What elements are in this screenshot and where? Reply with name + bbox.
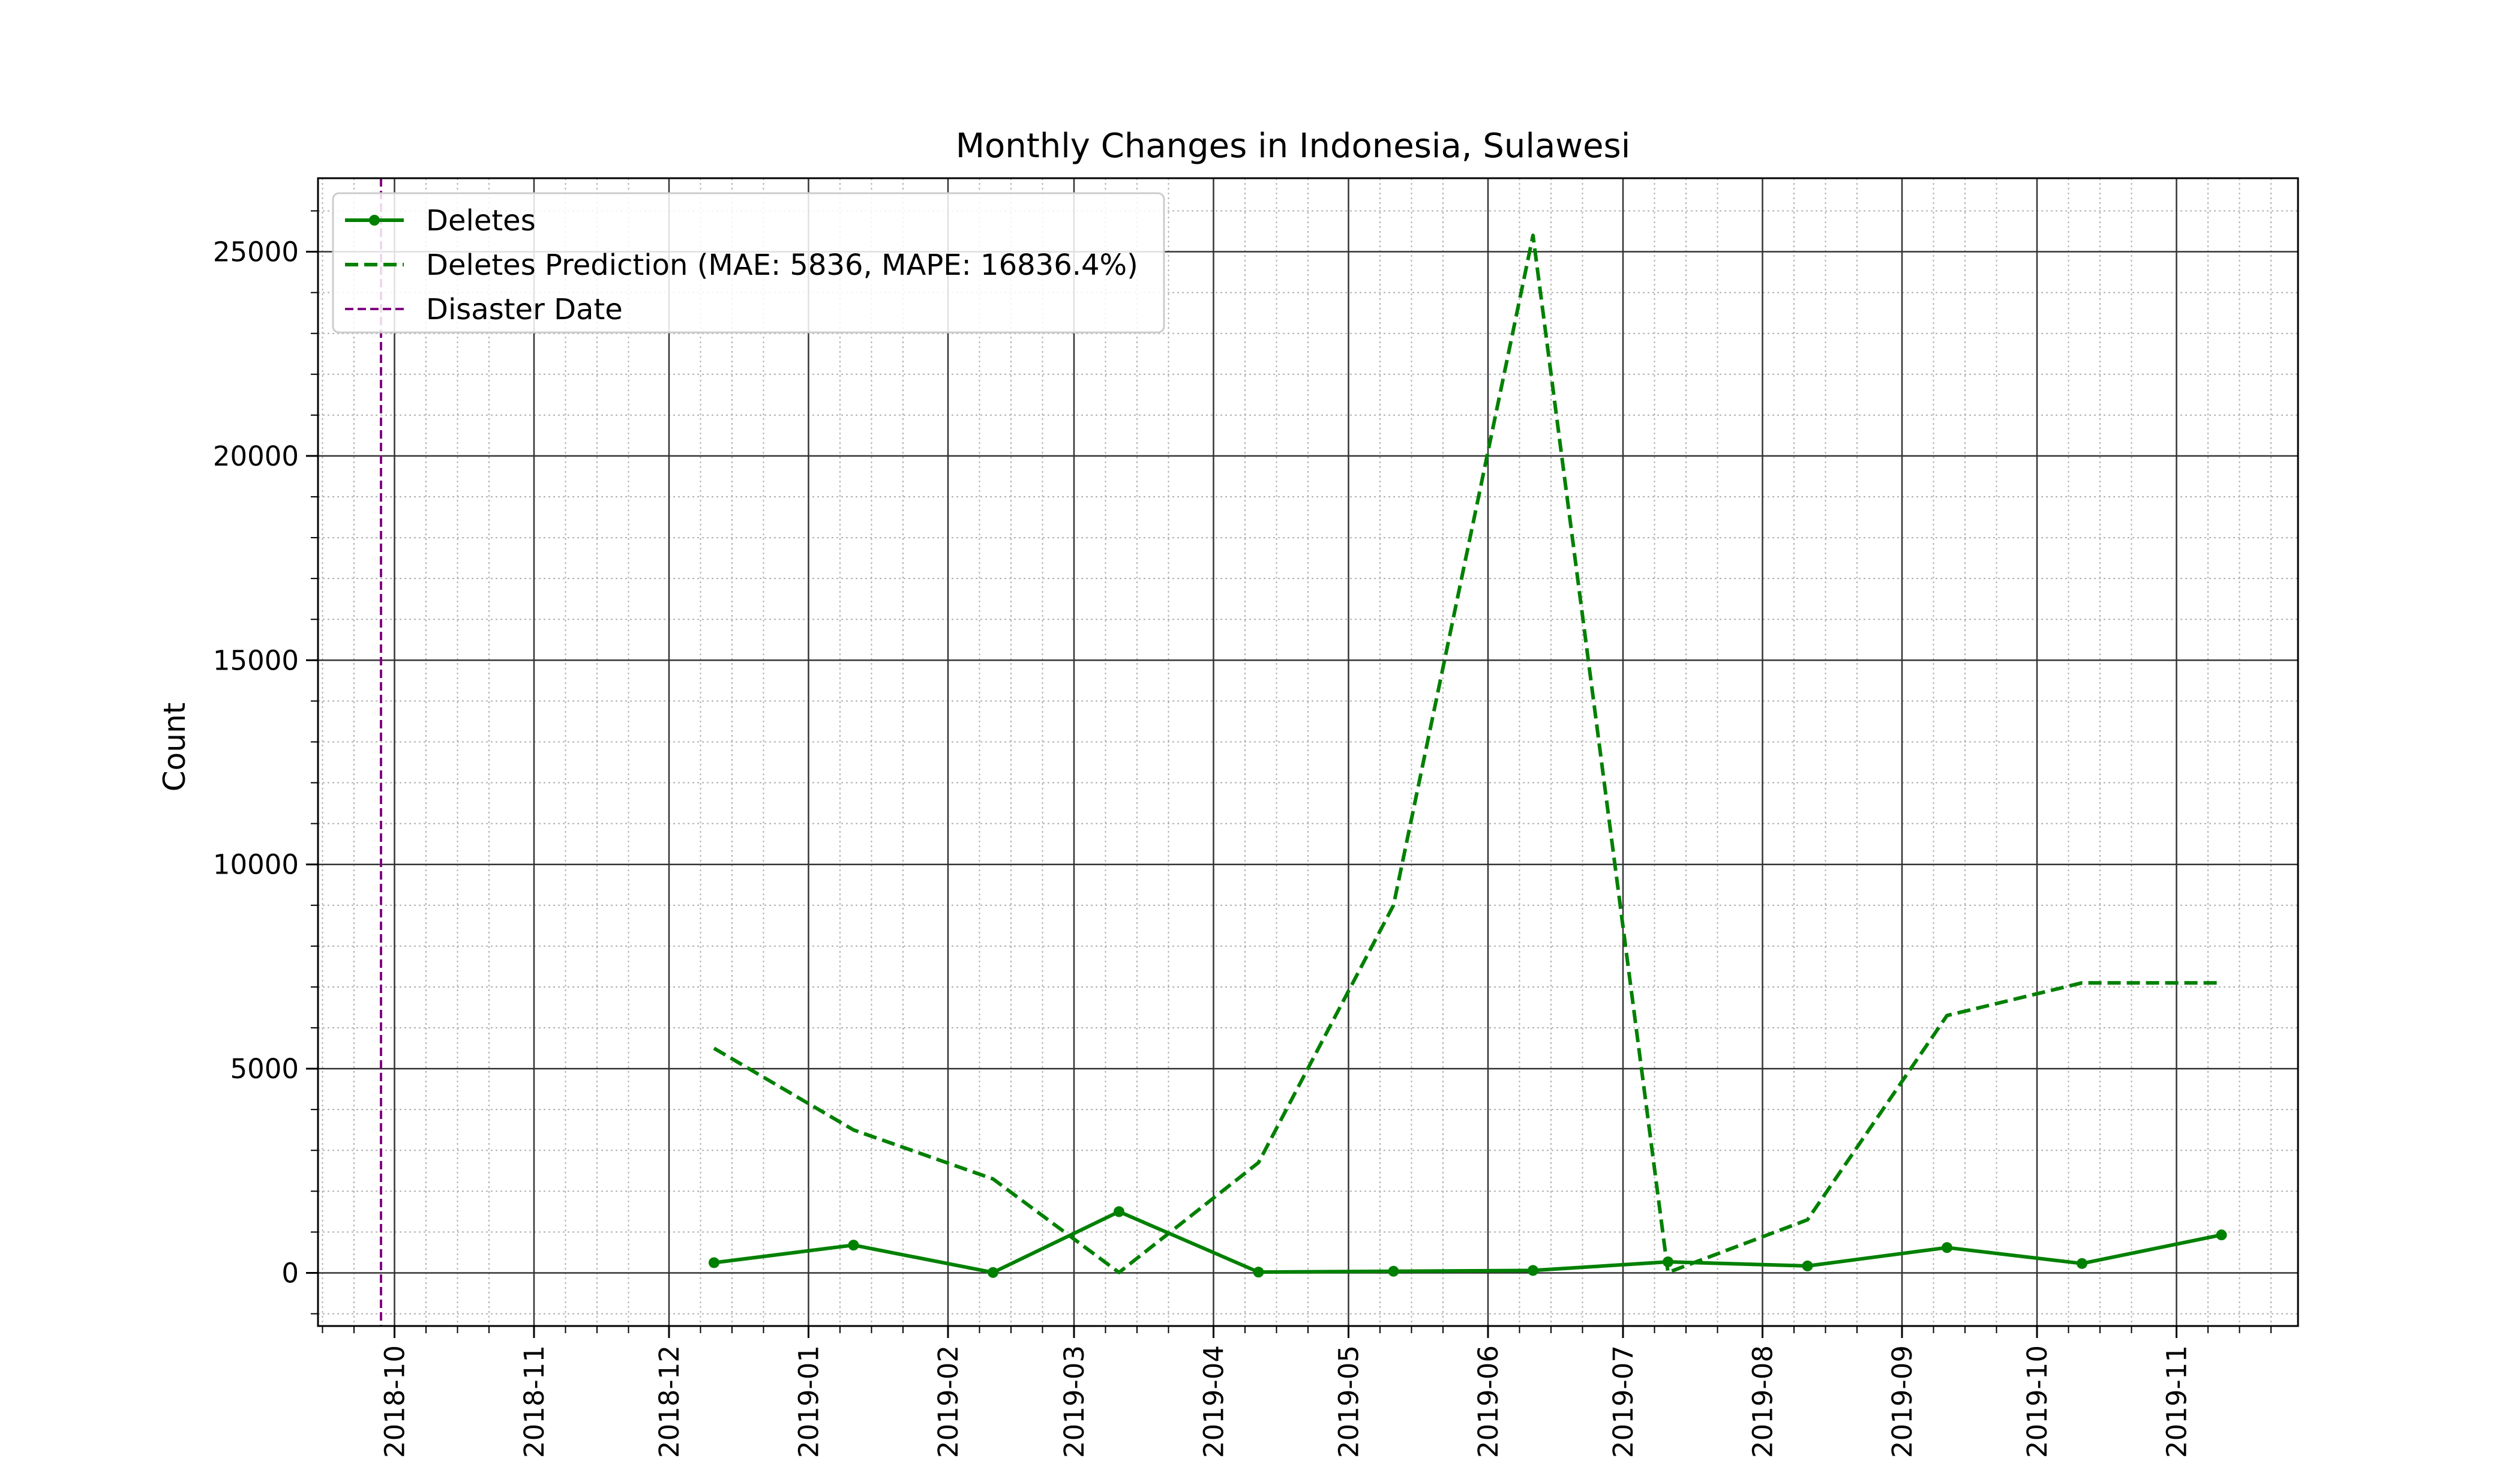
y-tick-label: 25000 — [213, 236, 299, 268]
y-tick-label: 20000 — [213, 440, 299, 472]
legend-box — [332, 192, 1165, 334]
y-tick-label: 10000 — [213, 849, 299, 881]
series-line-deletes — [713, 1210, 2222, 1274]
x-tick-label: 2018-11 — [518, 1345, 550, 1458]
data-point-deletes — [1388, 1265, 1399, 1277]
x-tick-label: 2018-12 — [653, 1345, 685, 1458]
chart-title: Monthly Changes in Indonesia, Sulawesi — [956, 127, 1631, 166]
x-axis-label: Date — [1257, 1465, 1329, 1470]
legend-entry-disaster-date-label: Disaster Date — [426, 293, 623, 326]
series-line-deletes-prediction — [713, 233, 2222, 1274]
x-tick-label: 2019-10 — [2021, 1345, 2053, 1458]
y-tick-label: 15000 — [213, 644, 299, 676]
data-point-deletes — [709, 1257, 719, 1268]
data-point-deletes — [1942, 1242, 1952, 1253]
major-grid — [318, 178, 2298, 1326]
y-axis-label: Count — [157, 703, 192, 792]
x-tick-label: 2019-01 — [793, 1345, 825, 1458]
x-tick-label: 2019-09 — [1886, 1345, 1918, 1458]
legend-entry-deletes-marker — [369, 215, 380, 226]
x-axis: 2018-10 2018-11 2018-12 2019-01 2019-02 2019-… — [322, 1326, 2272, 1458]
x-tick-label: 2019-08 — [1747, 1345, 1779, 1458]
series-layer — [380, 178, 2227, 1326]
x-tick-label: 2018-10 — [379, 1345, 411, 1458]
y-tick-label: 0 — [281, 1257, 299, 1289]
data-point-deletes — [848, 1240, 859, 1251]
data-point-deletes — [2077, 1258, 2087, 1269]
data-point-deletes — [1253, 1267, 1264, 1278]
y-axis: 0 5000 10000 15000 20000 25000 — [213, 210, 318, 1315]
x-tick-label: 2019-04 — [1198, 1345, 1230, 1458]
legend-entry-deletes-prediction-label: Deletes Prediction (MAE: 5836, MAPE: 168… — [426, 248, 1138, 282]
x-tick-label: 2019-02 — [932, 1345, 964, 1458]
data-point-deletes — [2216, 1229, 2227, 1241]
x-tick-label: 2019-11 — [2161, 1345, 2193, 1458]
x-tick-label: 2019-06 — [1472, 1345, 1504, 1458]
x-tick-label: 2019-05 — [1333, 1345, 1365, 1458]
x-tick-label: 2019-03 — [1058, 1345, 1090, 1458]
data-point-deletes — [1528, 1265, 1538, 1276]
x-tick-label: 2019-07 — [1607, 1345, 1639, 1458]
y-tick-label: 5000 — [230, 1053, 299, 1085]
data-point-deletes — [1114, 1206, 1124, 1217]
legend: Deletes Deletes Prediction (MAE: 5836, MA… — [332, 192, 1165, 334]
data-point-deletes — [1802, 1260, 1813, 1271]
data-point-deletes — [988, 1267, 998, 1278]
legend-entry-deletes-label: Deletes — [426, 204, 536, 238]
